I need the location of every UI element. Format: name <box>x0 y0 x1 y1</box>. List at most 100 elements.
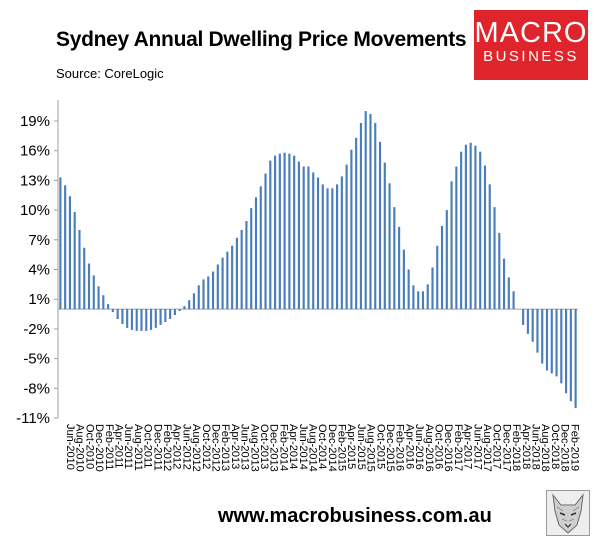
bar <box>355 137 358 310</box>
x-tick-label: Aug-2013 <box>248 424 260 472</box>
x-tick-label: Aug-2011 <box>132 424 144 471</box>
bar <box>250 208 253 310</box>
bar <box>245 220 248 310</box>
bar <box>436 245 439 310</box>
x-tick-label: Aug-2018 <box>539 424 551 472</box>
x-tick-label: Dec-2013 <box>268 424 280 472</box>
bar <box>149 309 153 330</box>
bar <box>226 251 229 310</box>
bar <box>302 166 305 310</box>
y-tick-label: 7% <box>28 232 50 249</box>
bar <box>483 165 487 310</box>
bar <box>488 184 491 310</box>
y-tick-label: 10% <box>20 202 50 219</box>
x-tick-label: Dec-2010 <box>93 424 105 472</box>
bar <box>474 145 477 310</box>
bar <box>264 173 267 310</box>
x-tick-label: Feb-2014 <box>277 424 289 471</box>
x-tick-label: Oct-2018 <box>549 424 561 469</box>
bar <box>273 155 277 310</box>
bar <box>565 309 568 394</box>
x-tick-label: Feb-2019 <box>568 424 580 471</box>
y-tick-label: -2% <box>23 321 50 338</box>
logo-line-1: MACRO <box>474 17 588 49</box>
bar <box>555 309 558 377</box>
bar <box>450 181 453 310</box>
bar <box>159 309 162 325</box>
logo-line-2: BUSINESS <box>483 48 579 65</box>
x-tick-label: Jun-2012 <box>180 424 192 470</box>
bar <box>135 309 138 331</box>
bar <box>73 212 76 310</box>
x-tick-label: Oct-2011 <box>142 424 154 468</box>
bar <box>259 186 262 310</box>
bar <box>83 247 86 310</box>
bar <box>569 309 572 402</box>
x-tick-label: Apr-2011 <box>112 424 124 468</box>
bar <box>231 245 234 310</box>
bar <box>417 291 420 310</box>
x-tick-label: Dec-2016 <box>442 424 454 472</box>
bar <box>59 177 62 310</box>
bar <box>297 161 300 310</box>
y-tick-label: 16% <box>20 143 50 160</box>
chart-source: Source: CoreLogic <box>56 66 164 81</box>
x-tick-label: Aug-2015 <box>365 424 377 472</box>
x-tick-label: Feb-2012 <box>161 424 173 471</box>
bar <box>278 153 281 310</box>
bar <box>312 172 315 310</box>
x-tick-label: Apr-2017 <box>462 424 474 469</box>
bar <box>455 166 458 310</box>
x-tick-label: Apr-2018 <box>520 424 532 469</box>
bar <box>398 226 401 310</box>
x-tick-label: Apr-2015 <box>345 424 357 469</box>
x-tick-label: Jun-2011 <box>122 424 134 469</box>
bar <box>340 176 343 310</box>
bar <box>512 291 515 310</box>
bar <box>536 309 539 353</box>
bar <box>469 142 472 310</box>
bar <box>402 249 405 310</box>
x-tick-label: Oct-2016 <box>433 424 445 469</box>
y-tick-label: 13% <box>20 172 50 189</box>
bar <box>507 277 510 310</box>
bar <box>107 304 110 310</box>
bar <box>197 285 200 310</box>
y-tick-label: 19% <box>20 113 50 130</box>
footer-url[interactable]: www.macrobusiness.com.au <box>218 505 492 527</box>
x-tick-label: Dec-2017 <box>500 424 512 472</box>
x-tick-label: Apr-2014 <box>287 424 299 469</box>
y-tick-label: 4% <box>28 262 50 279</box>
bar <box>173 309 176 316</box>
wolf-logo-icon <box>546 490 590 536</box>
bar <box>293 155 296 310</box>
bar <box>192 293 196 310</box>
bar <box>316 177 320 310</box>
bar <box>207 276 210 310</box>
bar <box>87 263 91 310</box>
bar <box>221 257 224 310</box>
x-tick-label: Feb-2011 <box>103 424 115 470</box>
bar <box>393 207 396 310</box>
x-tick-label: Jun-2016 <box>413 424 425 470</box>
x-tick-label: Apr-2012 <box>171 424 183 469</box>
bar <box>68 196 71 310</box>
bar <box>407 269 410 310</box>
bar <box>235 237 238 310</box>
bar <box>121 309 124 324</box>
bar <box>307 166 310 310</box>
x-tick-label: Dec-2015 <box>384 424 396 472</box>
bar <box>211 271 215 310</box>
bar <box>126 309 129 328</box>
bar <box>183 306 186 310</box>
bar <box>178 309 181 312</box>
bar <box>359 122 363 310</box>
x-tick-label: Oct-2010 <box>83 424 95 469</box>
bar <box>140 309 143 331</box>
bar <box>130 309 134 330</box>
y-tick-label: -11% <box>16 410 50 427</box>
x-tick-label: Feb-2015 <box>336 424 348 471</box>
bar <box>421 291 425 310</box>
bar <box>331 188 334 310</box>
